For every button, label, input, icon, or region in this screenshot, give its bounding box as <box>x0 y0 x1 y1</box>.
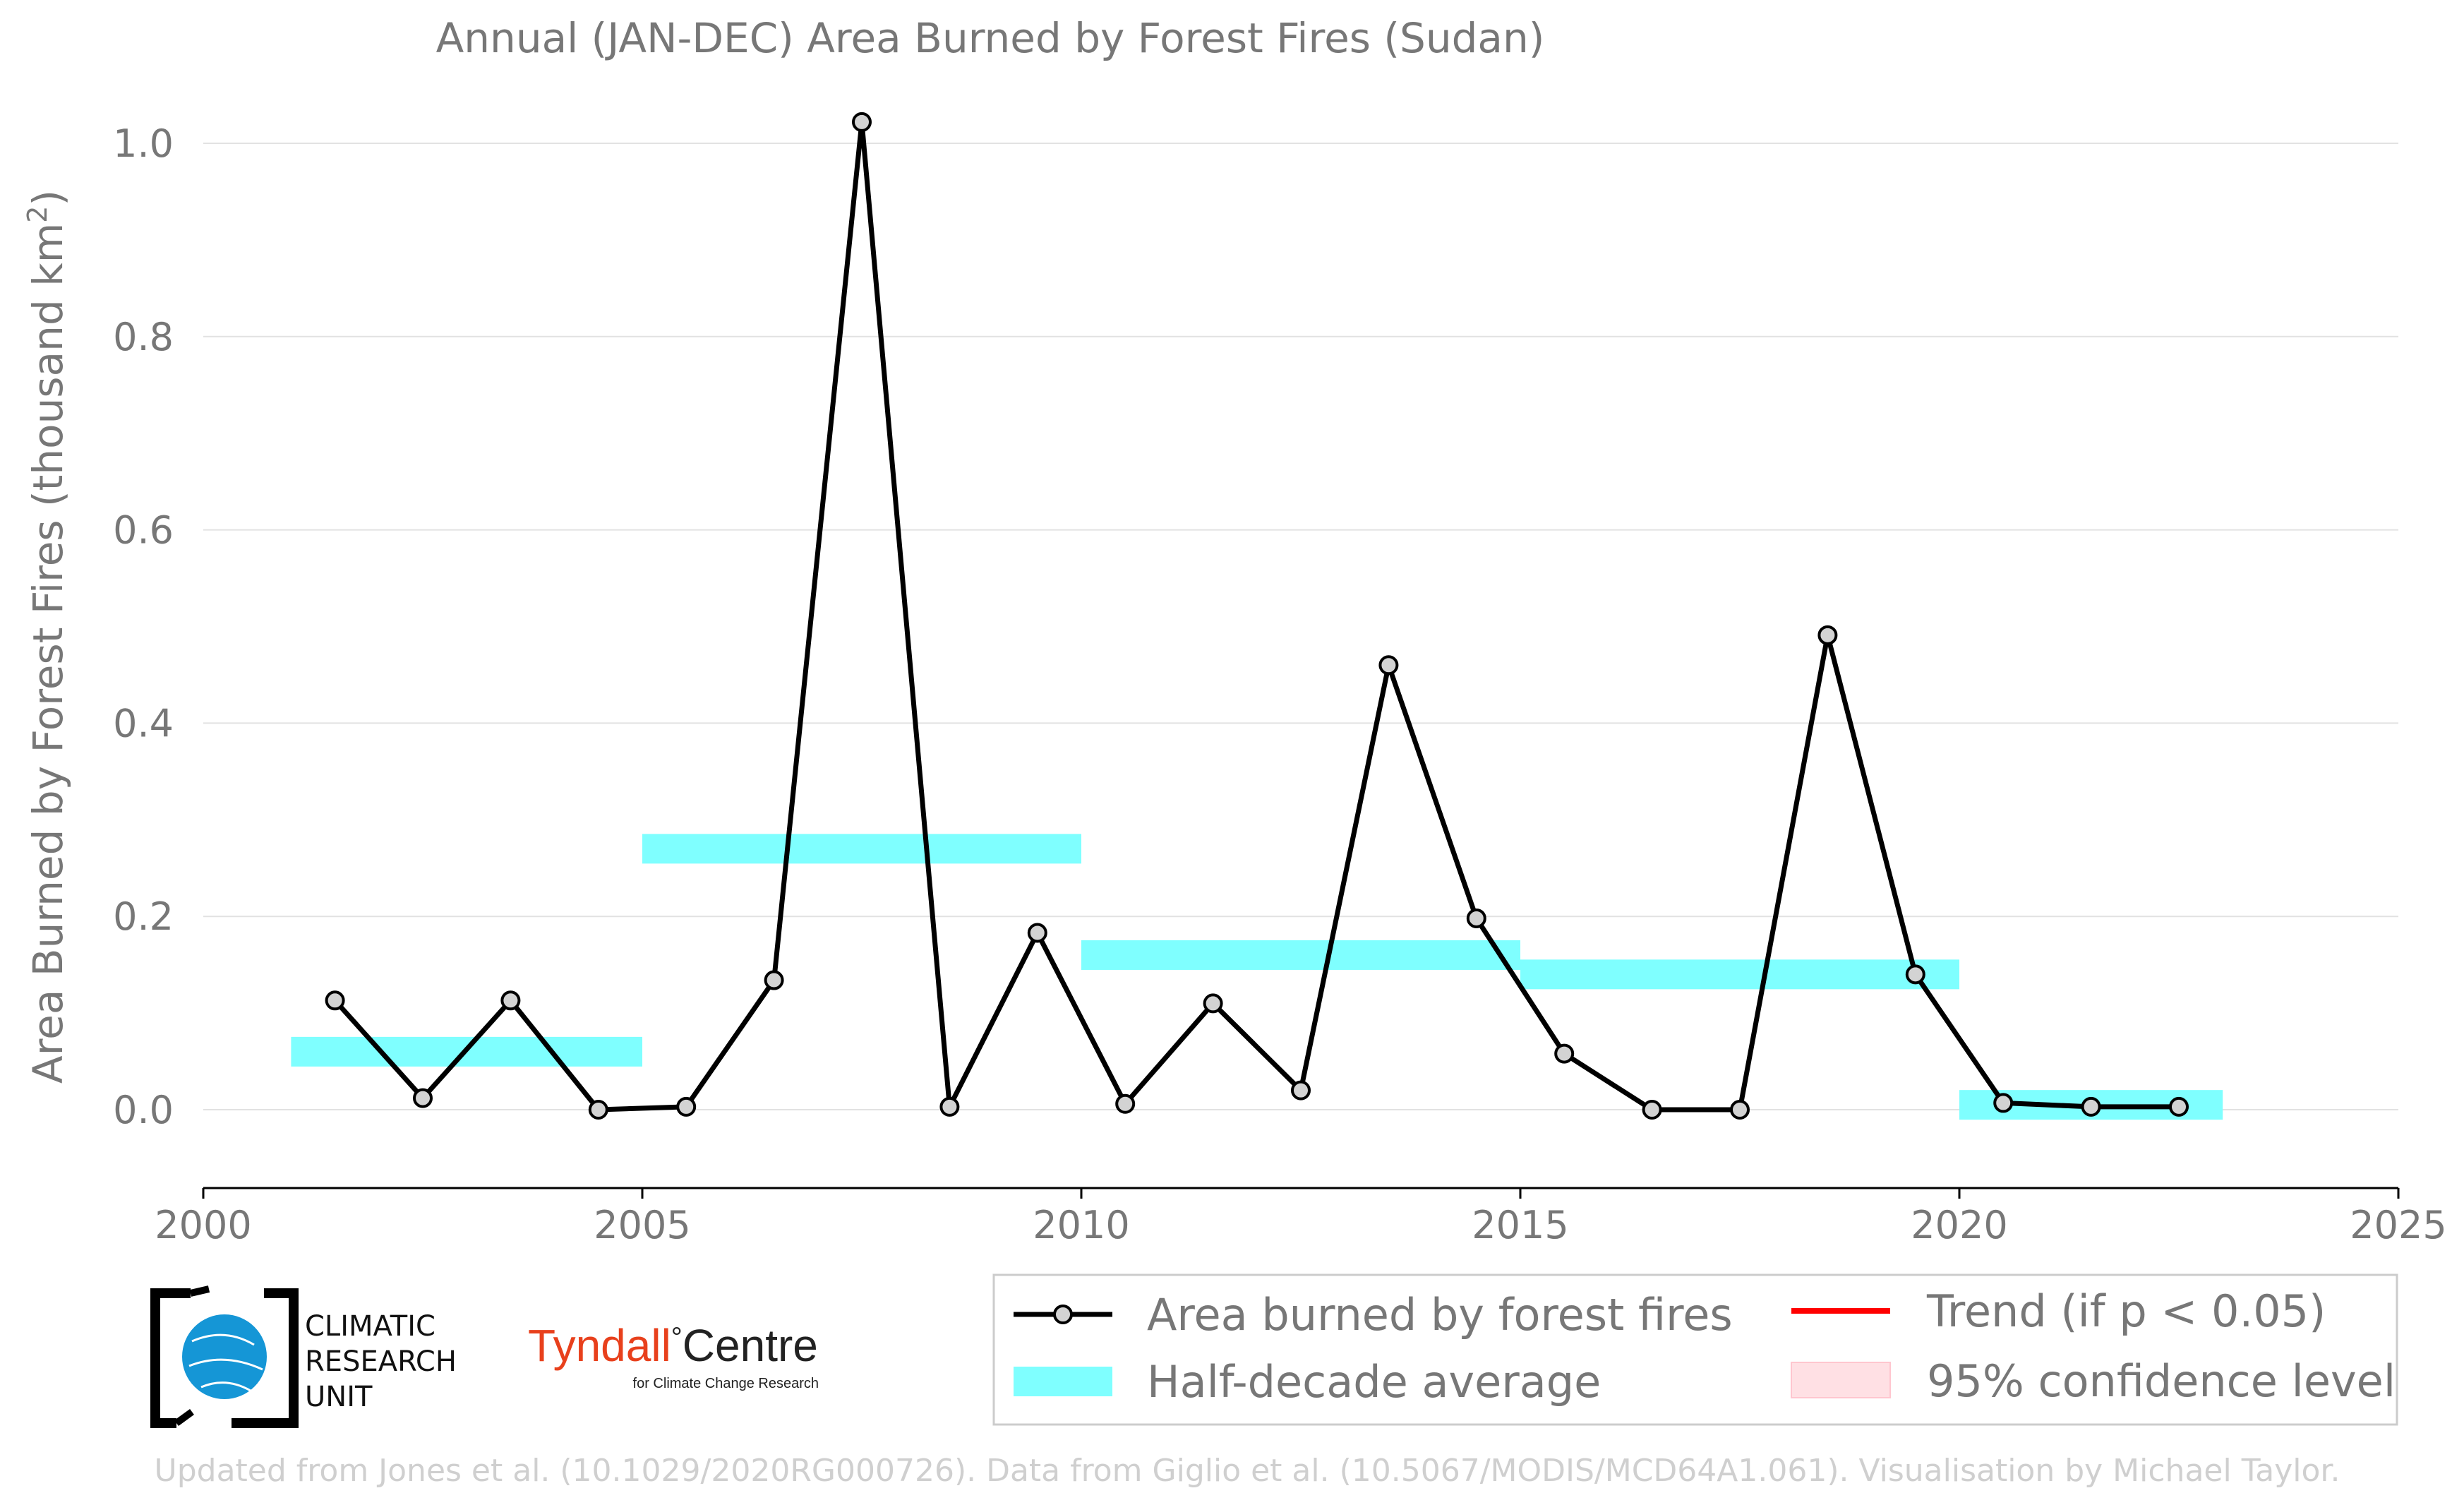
x-tick-label-3: 2015 <box>1472 1203 1568 1247</box>
data-point-8 <box>1027 923 1047 943</box>
data-point-17 <box>1817 625 1838 645</box>
cru-frame-left <box>150 1288 191 1428</box>
legend-marker-icon <box>1053 1305 1073 1324</box>
x-tick-label-1: 2005 <box>594 1203 690 1247</box>
cru-frame-slash-top <box>189 1285 210 1297</box>
data-point-16 <box>1730 1100 1750 1120</box>
tyndall-subtitle: for Climate Change Research <box>633 1376 819 1391</box>
y-tick-label-0: 0.0 <box>113 1088 174 1132</box>
data-point-9 <box>1115 1093 1136 1114</box>
y-axis-label: Area Burned by Forest Fires (thousand km… <box>22 190 72 1084</box>
legend-label-half-decade: Half-decade average <box>1147 1356 1601 1408</box>
data-point-19 <box>1993 1093 2014 1113</box>
cru-globe-icon <box>182 1314 267 1399</box>
cru-globe-swirl <box>188 1333 263 1392</box>
cru-logo: CLIMATIC RESEARCH UNIT <box>150 1285 457 1428</box>
y-axis-label-superscript: 2 <box>22 206 53 223</box>
y-tick-labels: 0.0 0.2 0.4 0.6 0.8 1.0 <box>113 121 174 1132</box>
y-axis-label-close: ) <box>24 190 72 206</box>
credit-line: Updated from Jones et al. (10.1029/2020R… <box>155 1453 2340 1489</box>
cru-line-2: RESEARCH <box>305 1345 457 1378</box>
data-point-12 <box>1378 655 1399 676</box>
legend-confidence-icon <box>1791 1362 1891 1398</box>
data-point-1 <box>413 1088 433 1108</box>
cru-line-1: CLIMATIC <box>305 1310 435 1343</box>
data-point-14 <box>1554 1043 1575 1064</box>
chart-title: Annual (JAN-DEC) Area Burned by Forest F… <box>436 14 1545 62</box>
legend-label-area-burned: Area burned by forest fires <box>1147 1289 1733 1341</box>
data-point-11 <box>1291 1080 1311 1101</box>
data-point-6 <box>852 112 872 132</box>
data-point-4 <box>676 1096 697 1117</box>
tyndall-wordmark-dark: Centre <box>683 1320 818 1371</box>
y-tick-label-4: 0.8 <box>113 315 174 359</box>
x-tick-label-5: 2025 <box>2350 1203 2446 1247</box>
tyndall-wordmark: Tyndall°Centre <box>528 1320 818 1371</box>
data-point-21 <box>2169 1096 2189 1117</box>
data-point-3 <box>588 1100 608 1120</box>
legend-label-confidence: 95% confidence level <box>1927 1355 2396 1407</box>
x-ticks: 2000 2005 2010 2015 2020 2025 <box>155 1188 2447 1247</box>
x-tick-label-0: 2000 <box>155 1203 251 1247</box>
x-tick-label-4: 2020 <box>1911 1203 2007 1247</box>
half-decade-average-bands <box>291 834 2223 1120</box>
cru-line-3: UNIT <box>305 1381 373 1413</box>
half-decade-band-1 <box>642 834 1081 864</box>
series-area-burned <box>325 112 2189 1120</box>
cru-frame-slash-bottom <box>174 1408 194 1427</box>
data-point-15 <box>1642 1100 1662 1120</box>
y-tick-label-3: 0.6 <box>113 508 174 553</box>
series-line <box>332 119 2179 1113</box>
legend-box <box>992 1273 2398 1426</box>
legend-band-icon <box>1014 1367 1112 1396</box>
y-tick-label-5: 1.0 <box>113 121 174 166</box>
tyndall-degree: ° <box>671 1322 683 1353</box>
data-point-10 <box>1203 993 1223 1014</box>
data-point-7 <box>939 1096 960 1117</box>
data-point-5 <box>764 970 784 990</box>
y-axis-label-text: Area Burned by Forest Fires (thousand km <box>24 223 72 1084</box>
half-decade-band-3 <box>1520 959 1959 990</box>
data-point-18 <box>1905 964 1925 985</box>
data-point-20 <box>2081 1096 2101 1117</box>
data-point-2 <box>500 990 521 1011</box>
data-point-13 <box>1466 908 1486 928</box>
y-tick-label-2: 0.4 <box>113 701 174 745</box>
tyndall-wordmark-red: Tyndall <box>528 1320 671 1371</box>
legend: Area burned by forest fires Half-decade … <box>992 1273 2398 1426</box>
data-point-0 <box>325 990 345 1011</box>
x-tick-label-2: 2010 <box>1033 1203 1129 1247</box>
tyndall-logo: Tyndall°Centre for Climate Change Resear… <box>528 1320 819 1391</box>
cru-frame-right <box>232 1288 299 1428</box>
y-tick-label-1: 0.2 <box>113 894 174 939</box>
half-decade-band-2 <box>1081 940 1520 970</box>
legend-label-trend: Trend (if p < 0.05) <box>1926 1285 2326 1337</box>
